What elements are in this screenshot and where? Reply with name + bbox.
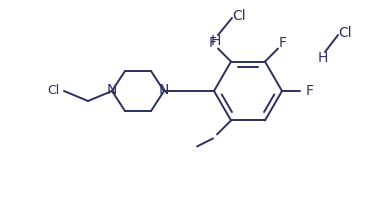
Text: H: H [318, 51, 328, 65]
Text: N: N [107, 83, 117, 97]
Text: Cl: Cl [338, 26, 352, 40]
Text: F: F [279, 35, 287, 49]
Text: Cl: Cl [47, 83, 59, 97]
Text: F: F [306, 84, 314, 98]
Text: N: N [159, 83, 169, 97]
Text: H: H [211, 34, 221, 48]
Text: Cl: Cl [232, 9, 246, 23]
Text: F: F [209, 35, 217, 49]
